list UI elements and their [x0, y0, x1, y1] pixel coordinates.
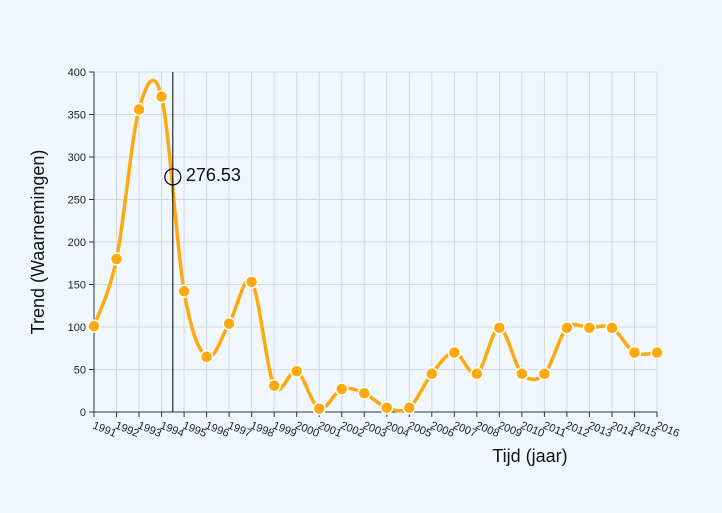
y-axis-title: Trend (Waarnemingen) — [28, 150, 48, 335]
data-point[interactable] — [312, 401, 326, 416]
x-tick-label: 2016 — [654, 420, 681, 440]
data-points — [87, 89, 664, 416]
y-tick-label: 200 — [68, 237, 86, 249]
data-point[interactable] — [560, 321, 574, 335]
data-point[interactable] — [109, 252, 124, 266]
data-point[interactable] — [177, 284, 191, 299]
data-point[interactable] — [380, 401, 394, 415]
data-point[interactable] — [605, 321, 619, 335]
y-tick-label: 50 — [74, 365, 86, 377]
data-point[interactable] — [267, 378, 281, 393]
data-point[interactable] — [537, 367, 552, 381]
y-tick-label: 0 — [80, 407, 86, 419]
data-point[interactable] — [199, 350, 214, 364]
y-tick-label: 150 — [68, 280, 86, 292]
data-point[interactable] — [515, 367, 529, 381]
data-point[interactable] — [582, 321, 597, 335]
data-point[interactable] — [402, 401, 417, 415]
y-tick-label: 300 — [68, 152, 86, 164]
data-point[interactable] — [244, 275, 259, 289]
data-point[interactable] — [425, 367, 439, 381]
grid — [94, 71, 658, 412]
data-point[interactable] — [357, 386, 371, 401]
y-tick-label: 400 — [68, 67, 86, 79]
y-tick-label: 250 — [68, 195, 86, 207]
data-point[interactable] — [447, 345, 462, 360]
x-tick-labels: 1991199219931994199519961997199819992000… — [91, 420, 681, 440]
data-point[interactable] — [154, 89, 169, 104]
data-point[interactable] — [627, 345, 642, 360]
data-point[interactable] — [289, 364, 304, 378]
data-point[interactable] — [87, 319, 101, 333]
y-tick-label: 350 — [68, 110, 86, 122]
x-axis-title: Tijd (jaar) — [492, 446, 567, 466]
y-tick-labels: 0 50 100 150 200 250 300 350 400 — [68, 67, 86, 419]
y-tick-label: 100 — [68, 322, 86, 334]
hover-cursor: 276.53 — [164, 72, 241, 412]
cursor-marker — [164, 168, 182, 186]
data-point[interactable] — [650, 345, 664, 360]
axes — [89, 71, 658, 417]
data-point[interactable] — [492, 321, 507, 335]
cursor-value-label: 276.53 — [186, 165, 241, 185]
data-point[interactable] — [222, 316, 236, 331]
data-point[interactable] — [132, 102, 146, 117]
series-line — [92, 78, 658, 413]
data-point[interactable] — [334, 382, 349, 396]
data-point[interactable] — [470, 367, 484, 381]
